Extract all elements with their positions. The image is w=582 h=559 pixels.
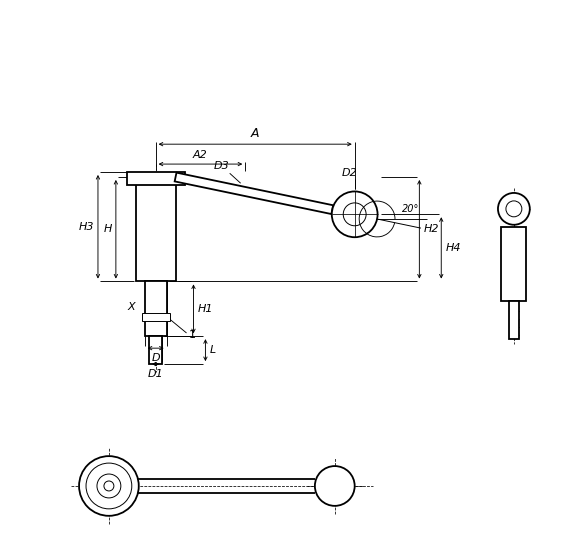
Text: H1: H1 bbox=[197, 304, 213, 314]
Text: H2: H2 bbox=[423, 224, 439, 234]
Bar bbox=[127, 172, 184, 185]
Text: H3: H3 bbox=[79, 222, 94, 232]
Text: 1: 1 bbox=[189, 330, 196, 340]
Circle shape bbox=[79, 456, 139, 516]
Text: D1: D1 bbox=[148, 369, 164, 379]
Circle shape bbox=[498, 193, 530, 225]
Text: H: H bbox=[104, 224, 112, 234]
Circle shape bbox=[332, 191, 378, 237]
Bar bbox=[149, 336, 162, 364]
Bar bbox=[509, 301, 519, 339]
Bar bbox=[145, 282, 166, 336]
Circle shape bbox=[315, 466, 354, 506]
Text: D3: D3 bbox=[214, 162, 230, 171]
Text: D: D bbox=[151, 353, 160, 363]
Text: H4: H4 bbox=[445, 243, 461, 253]
Circle shape bbox=[97, 474, 121, 498]
Text: A: A bbox=[251, 127, 260, 140]
Circle shape bbox=[104, 481, 114, 491]
Bar bbox=[502, 227, 526, 301]
Circle shape bbox=[343, 203, 366, 226]
Text: D2: D2 bbox=[342, 168, 357, 178]
Text: 20°: 20° bbox=[402, 204, 420, 214]
Circle shape bbox=[506, 201, 522, 217]
Text: L: L bbox=[210, 345, 216, 355]
Text: X: X bbox=[127, 302, 135, 312]
Circle shape bbox=[86, 463, 132, 509]
Bar bbox=[136, 177, 176, 282]
Bar bbox=[142, 313, 169, 321]
Text: A2: A2 bbox=[193, 150, 208, 160]
Polygon shape bbox=[175, 173, 333, 214]
